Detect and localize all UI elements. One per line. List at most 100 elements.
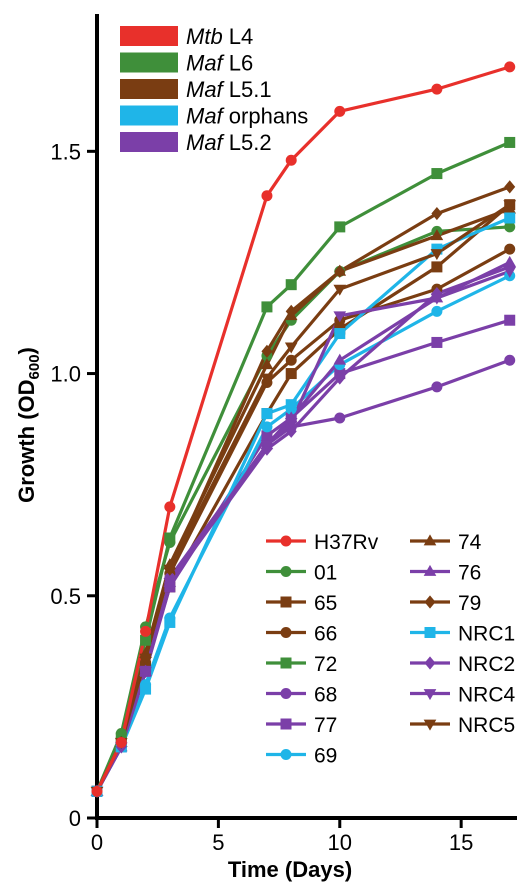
data-point-nrc1-4 bbox=[261, 408, 273, 420]
legend-label-68: 68 bbox=[314, 684, 337, 707]
y-tick-label-1-5: 1.5 bbox=[50, 139, 81, 164]
legend-marker-65 bbox=[280, 596, 292, 608]
group-legend-species-1: Maf bbox=[186, 51, 226, 76]
legend-marker-76 bbox=[423, 564, 437, 576]
y-axis-title-subscript: 600 bbox=[26, 354, 43, 379]
y-tick-label-1: 1.0 bbox=[50, 362, 81, 387]
data-point-66-8 bbox=[504, 243, 516, 255]
data-point-69-7 bbox=[431, 305, 443, 317]
legend-marker-66 bbox=[280, 627, 292, 638]
group-legend-swatch-3 bbox=[120, 105, 178, 126]
series-line-69 bbox=[95, 274, 511, 793]
data-point-nrc1-5 bbox=[285, 399, 297, 411]
data-point-nrc4-6 bbox=[333, 311, 347, 323]
legend-label-01: 01 bbox=[314, 562, 337, 585]
data-point-nrc5-5 bbox=[284, 342, 298, 354]
y-axis-title: Growth (OD600) bbox=[14, 347, 43, 503]
legend-label-66: 66 bbox=[314, 623, 337, 646]
data-point-nrc1-2 bbox=[140, 683, 152, 695]
legend-label-76: 76 bbox=[458, 562, 481, 585]
data-point-h37rv-8 bbox=[504, 61, 516, 73]
legend-label-79: 79 bbox=[458, 592, 481, 615]
group-legend-species-0: Mtb bbox=[186, 24, 223, 49]
data-point-65-7 bbox=[431, 261, 443, 273]
data-point-nrc5-6 bbox=[333, 284, 347, 296]
data-point-nrc1-8 bbox=[504, 212, 516, 224]
data-point-79-4 bbox=[261, 344, 273, 358]
data-point-h37rv-7 bbox=[431, 83, 443, 95]
legend-marker-nrc2 bbox=[424, 656, 436, 670]
data-point-77-8 bbox=[504, 314, 516, 326]
data-point-nrc2-5 bbox=[285, 424, 297, 438]
data-point-h37rv-6 bbox=[334, 105, 346, 117]
data-point-nrc2-7 bbox=[431, 286, 443, 301]
y-axis-title-main: Growth (OD bbox=[14, 379, 39, 502]
data-point-79-7 bbox=[431, 206, 443, 221]
data-point-nrc5-8 bbox=[503, 200, 517, 212]
data-point-76-6 bbox=[333, 353, 347, 365]
series-lines bbox=[95, 65, 511, 793]
data-point-nrc4-3 bbox=[163, 578, 177, 590]
data-point-68-7 bbox=[431, 381, 443, 393]
legend-label-74: 74 bbox=[458, 531, 482, 554]
legend-marker-77 bbox=[280, 718, 292, 730]
group-legend-label-0: Mtb L4 bbox=[186, 24, 253, 49]
data-point-nrc4-2 bbox=[139, 666, 152, 678]
legend-label-72: 72 bbox=[314, 653, 337, 676]
legend-marker-79 bbox=[424, 595, 436, 609]
x-tick-label-5: 5 bbox=[212, 830, 224, 855]
data-point-nrc5-3 bbox=[163, 564, 177, 576]
group-legend-species-2: Maf bbox=[186, 77, 226, 102]
data-point-65-5 bbox=[285, 368, 297, 380]
legend-marker-68 bbox=[280, 688, 292, 699]
data-point-79-8 bbox=[504, 180, 516, 194]
data-point-nrc5-2 bbox=[139, 653, 152, 665]
data-point-nrc4-7 bbox=[430, 293, 444, 305]
legend-label-77: 77 bbox=[314, 714, 337, 737]
data-point-77-7 bbox=[431, 336, 443, 348]
data-point-nrc4-8 bbox=[503, 266, 517, 278]
group-legend-lineage-2: L5.1 bbox=[223, 77, 272, 102]
group-legend-swatch-2 bbox=[120, 79, 178, 99]
data-point-72-7 bbox=[431, 168, 443, 180]
data-point-nrc1-7 bbox=[431, 243, 443, 255]
series-line-79 bbox=[95, 185, 511, 793]
group-legend-lineage-3: orphans bbox=[223, 104, 309, 129]
data-point-72-8 bbox=[504, 136, 516, 148]
data-point-72-6 bbox=[334, 221, 346, 233]
legend-marker-nrc5 bbox=[423, 719, 437, 731]
data-point-68-8 bbox=[504, 354, 516, 366]
data-point-h37rv-2 bbox=[140, 625, 152, 637]
group-legend-lineage-1: L6 bbox=[223, 51, 254, 76]
y-tick-label-0: 0 bbox=[69, 806, 81, 831]
data-point-nrc5-7 bbox=[430, 249, 444, 261]
group-legend-species-3: Maf bbox=[186, 104, 226, 129]
legend-marker-nrc1 bbox=[424, 627, 436, 638]
legend-label-nrc4: NRC4 bbox=[458, 684, 515, 707]
legend-label-nrc1: NRC1 bbox=[458, 623, 515, 646]
data-point-72-2 bbox=[140, 634, 152, 646]
x-tick-label-10: 10 bbox=[328, 830, 352, 855]
data-point-h37rv-0 bbox=[91, 785, 103, 797]
legend-label-h37rv: H37Rv bbox=[314, 531, 379, 554]
data-point-79-6 bbox=[334, 264, 346, 278]
x-tick-label-15: 15 bbox=[449, 830, 473, 855]
data-point-74-4 bbox=[260, 358, 274, 370]
axes bbox=[87, 14, 517, 828]
legend-label-65: 65 bbox=[314, 592, 337, 615]
legend-marker-74 bbox=[423, 534, 437, 546]
x-tick-label-0: 0 bbox=[91, 830, 103, 855]
group-legend-label-1: Maf L6 bbox=[186, 51, 253, 76]
data-point-h37rv-3 bbox=[164, 501, 176, 513]
series-line-74 bbox=[95, 207, 511, 793]
data-point-nrc2-6 bbox=[334, 371, 346, 385]
group-legend-label-4: Maf L5.2 bbox=[186, 130, 272, 155]
y-axis-title-close: ) bbox=[14, 347, 39, 354]
legend-marker-01 bbox=[280, 566, 292, 577]
data-point-72-5 bbox=[285, 279, 297, 291]
group-legend-swatch-1 bbox=[120, 52, 178, 73]
data-point-nrc1-3 bbox=[164, 616, 176, 628]
data-point-h37rv-1 bbox=[115, 736, 127, 748]
